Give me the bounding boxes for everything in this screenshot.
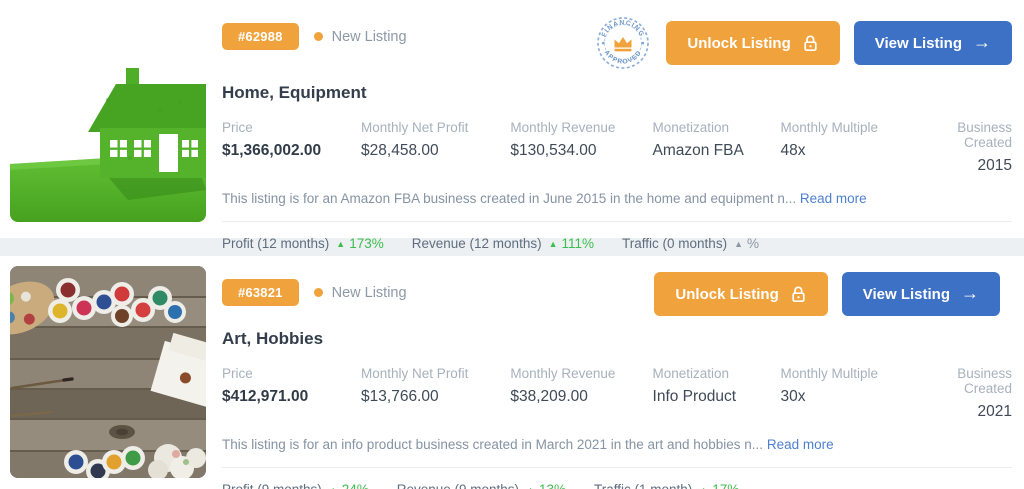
up-arrow-icon: ▲	[526, 485, 535, 489]
listing-status: New Listing	[313, 28, 407, 45]
stat-monthly-net-profit: Monthly Net Profit $13,766.00	[361, 366, 469, 405]
listing-image[interactable]	[10, 266, 206, 478]
listing-description: This listing is for an info product busi…	[222, 437, 834, 452]
listing-content: #63821 New Listing Unlock Listing	[206, 256, 1024, 489]
stat-monthly-revenue: Monthly Revenue $130,534.00	[510, 120, 616, 159]
stat-monetization: Monetization Amazon FBA	[652, 120, 744, 159]
metrics-row: Profit (12 months) ▲ 173% Revenue (12 mo…	[222, 221, 1012, 251]
listing-card-62988: #62988 New Listing	[0, 0, 1024, 251]
status-dot-icon	[313, 288, 323, 297]
stat-business-created: Business Created 2021	[957, 366, 1012, 420]
listing-card-63821: #63821 New Listing Unlock Listing	[0, 256, 1024, 489]
up-arrow-icon: ▲	[336, 239, 346, 249]
stat-monthly-net-profit: Monthly Net Profit $28,458.00	[361, 120, 469, 159]
metric-traffic: Traffic (1 month) ▲ 17%	[594, 482, 739, 489]
read-more-link[interactable]: Read more	[766, 437, 834, 452]
stat-monthly-multiple: Monthly Multiple 48x	[780, 120, 879, 159]
listing-image[interactable]	[10, 10, 206, 222]
cards-gap	[0, 238, 1024, 256]
stats-row: Price $1,366,002.00 Monthly Net Profit $…	[222, 120, 1012, 175]
listing-title: Home, Equipment	[222, 83, 367, 102]
metrics-row: Profit (9 months) ▲ 24% Revenue (9 month…	[222, 467, 1012, 489]
status-label: New Listing	[331, 284, 407, 301]
up-arrow-icon: ▲	[329, 485, 338, 489]
stat-price: Price $1,366,002.00	[222, 120, 322, 159]
right-arrow-icon: →	[973, 32, 991, 52]
listing-description: This listing is for an Amazon FBA busine…	[222, 191, 867, 206]
listing-content: #62988 New Listing	[206, 0, 1024, 251]
status-label: New Listing	[331, 28, 407, 45]
up-arrow-icon: ▲	[548, 239, 558, 249]
listing-id-badge: #63821	[222, 279, 299, 306]
paintbrushes	[10, 377, 74, 418]
metric-traffic: Traffic (0 months) ▲ %	[622, 236, 759, 251]
crown-icon	[614, 37, 632, 48]
listing-status: New Listing	[313, 284, 407, 301]
financing-approved-stamp: FINANCING APPROVED	[597, 17, 650, 69]
stat-monthly-multiple: Monthly Multiple 30x	[780, 366, 879, 405]
metric-profit: Profit (9 months) ▲ 24%	[222, 482, 369, 489]
stats-row: Price $412,971.00 Monthly Net Profit $13…	[222, 366, 1012, 421]
status-dot-icon	[313, 32, 323, 41]
paint-pots-bottom	[64, 446, 145, 478]
read-more-link[interactable]: Read more	[799, 191, 867, 206]
view-listing-button[interactable]: View Listing →	[853, 21, 1012, 65]
metric-revenue: Revenue (12 months) ▲ 111%	[411, 236, 595, 251]
view-listing-button[interactable]: View Listing →	[841, 272, 1000, 316]
crumpled-paper	[148, 444, 206, 478]
stat-monthly-revenue: Monthly Revenue $38,209.00	[510, 366, 616, 405]
unlock-icon	[792, 286, 805, 303]
green-house-illustration	[10, 10, 206, 222]
unlock-listing-button[interactable]: Unlock Listing	[654, 272, 828, 316]
unlock-icon	[804, 35, 817, 52]
listing-id-badge: #62988	[222, 23, 299, 50]
metric-profit: Profit (12 months) ▲ 173%	[222, 236, 384, 251]
paint-pots-photo	[10, 266, 206, 478]
stat-price: Price $412,971.00	[222, 366, 309, 405]
up-arrow-icon: ▲	[699, 485, 708, 489]
paint-pots-top	[48, 278, 186, 327]
listing-title: Art, Hobbies	[222, 329, 324, 348]
unlock-listing-button[interactable]: Unlock Listing	[666, 21, 840, 65]
right-arrow-icon: →	[961, 283, 979, 303]
stat-business-created: Business Created 2015	[957, 120, 1012, 174]
stat-monetization: Monetization Info Product	[652, 366, 737, 405]
metric-revenue: Revenue (9 months) ▲ 13%	[397, 482, 566, 489]
up-arrow-icon: ▲	[734, 239, 743, 249]
